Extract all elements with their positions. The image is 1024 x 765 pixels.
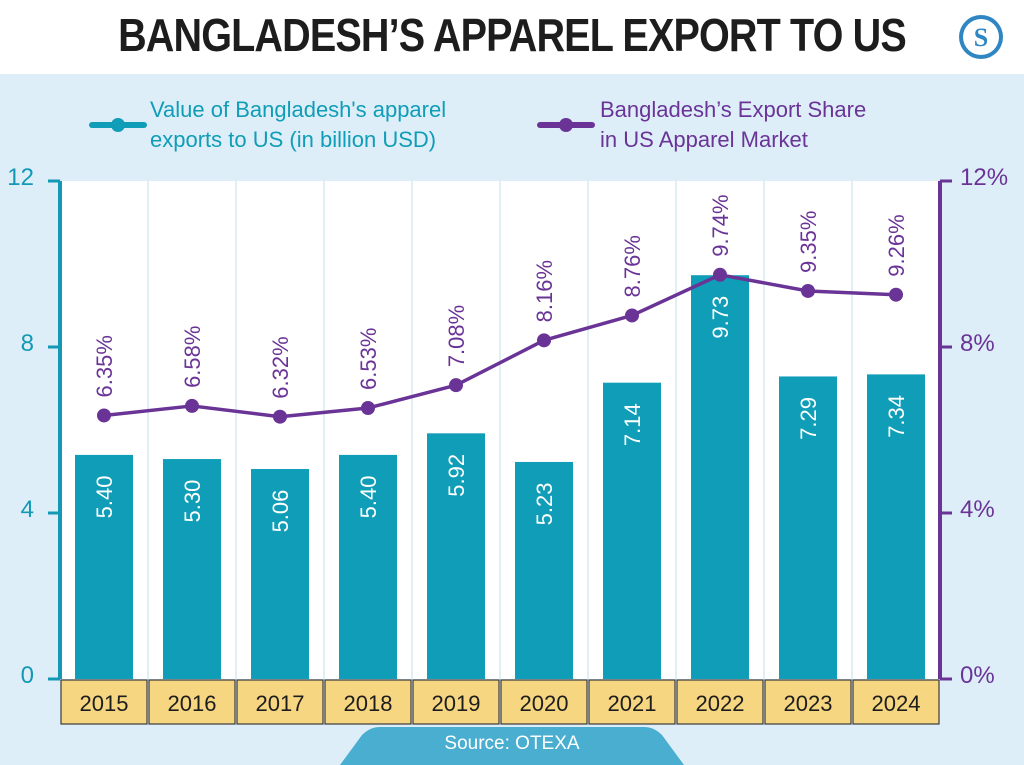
bar [779, 376, 837, 679]
share-value-label: 8.16% [532, 260, 557, 322]
bar [691, 275, 749, 679]
x-axis-tick-label: 2024 [872, 691, 921, 716]
year-box [60, 679, 148, 725]
year-box [236, 679, 324, 725]
share-value-label: 6.53% [356, 328, 381, 390]
bar [603, 382, 661, 679]
share-point [713, 267, 727, 282]
bar [339, 454, 397, 679]
x-axis-tick-label: 2021 [608, 691, 657, 716]
right-axis-tick-label: 8% [960, 330, 995, 357]
share-value-label: 6.58% [180, 326, 205, 388]
bar-value-label: 5.23 [532, 483, 557, 526]
chart-title: BANGLADESH’S APPAREL EXPORT TO US [118, 9, 907, 61]
share-point [889, 287, 903, 302]
x-axis-tick-label: 2022 [696, 691, 745, 716]
year-box [412, 679, 500, 725]
x-axis-tick-label: 2017 [256, 691, 305, 716]
legend-label-export-share-line2: in US Apparel Market [600, 127, 808, 152]
right-axis-tick-label: 0% [960, 662, 995, 689]
x-axis-tick-label: 2016 [168, 691, 217, 716]
right-axis-tick-label: 12% [960, 164, 1008, 191]
x-axis-tick-label: 2023 [784, 691, 833, 716]
share-point [537, 333, 551, 348]
share-point [449, 378, 463, 393]
share-point [361, 401, 375, 416]
bar-value-label: 7.14 [620, 403, 645, 446]
share-value-label: 9.26% [884, 214, 909, 276]
bar-value-label: 5.92 [444, 454, 469, 497]
bar-value-label: 5.30 [180, 480, 205, 523]
legend-label-export-share: Bangladesh’s Export Share in US Apparel … [600, 95, 866, 155]
share-value-label: 8.76% [620, 235, 645, 297]
bar [515, 461, 573, 679]
share-value-label: 6.32% [268, 336, 293, 398]
left-axis-tick-label: 12 [7, 164, 34, 191]
left-axis-tick-label: 4 [21, 496, 34, 523]
legend-label-export-value-line1: Value of Bangladesh's apparel [150, 97, 447, 122]
share-point [801, 283, 815, 298]
bar [867, 374, 925, 679]
year-box [324, 679, 412, 725]
share-value-label: 7.08% [444, 305, 469, 367]
logo-letter: S [974, 23, 988, 52]
source-tab [340, 727, 684, 765]
legend-label-export-value-line2: exports to US (in billion USD) [150, 127, 437, 152]
bar [163, 459, 221, 679]
header: BANGLADESH’S APPAREL EXPORT TO US S [0, 0, 1024, 74]
x-axis-tick-label: 2019 [432, 691, 481, 716]
bar-value-label: 7.29 [796, 397, 821, 440]
share-line [103, 273, 897, 419]
year-box [500, 679, 588, 725]
bar-value-label: 5.06 [268, 490, 293, 533]
year-box [588, 679, 676, 725]
bar [427, 433, 485, 679]
x-axis-tick-label: 2018 [344, 691, 393, 716]
bar-value-label: 5.40 [356, 475, 381, 518]
left-axis-tick-label: 8 [21, 330, 34, 357]
x-axis-tick-label: 2015 [80, 691, 129, 716]
share-point [185, 398, 199, 413]
legend-label-export-value: Value of Bangladesh's apparel exports to… [150, 95, 446, 155]
share-point [625, 308, 639, 323]
source-label: Source: OTEXA [444, 733, 580, 754]
share-point [97, 408, 111, 423]
share-value-label: 9.74% [708, 194, 733, 256]
share-value-label: 6.35% [92, 335, 117, 397]
year-box [764, 679, 852, 725]
bar [251, 469, 309, 679]
legend-marker-export-share-dot [559, 118, 573, 132]
legend-label-export-share-line1: Bangladesh’s Export Share [600, 97, 867, 122]
year-box [852, 679, 940, 725]
x-axis-tick-label: 2020 [520, 691, 569, 716]
bar [75, 454, 133, 679]
share-value-label: 9.35% [796, 211, 821, 273]
left-axis-tick-label: 0 [21, 662, 34, 689]
bar-value-label: 9.73 [708, 296, 733, 339]
bar-value-label: 5.40 [92, 475, 117, 518]
share-point [273, 409, 287, 424]
bar-value-label: 7.34 [884, 395, 909, 438]
right-axis-tick-label: 4% [960, 496, 995, 523]
legend-marker-export-value-dot [111, 118, 125, 132]
year-box [676, 679, 764, 725]
logo-icon: S [959, 15, 1003, 59]
year-box [148, 679, 236, 725]
